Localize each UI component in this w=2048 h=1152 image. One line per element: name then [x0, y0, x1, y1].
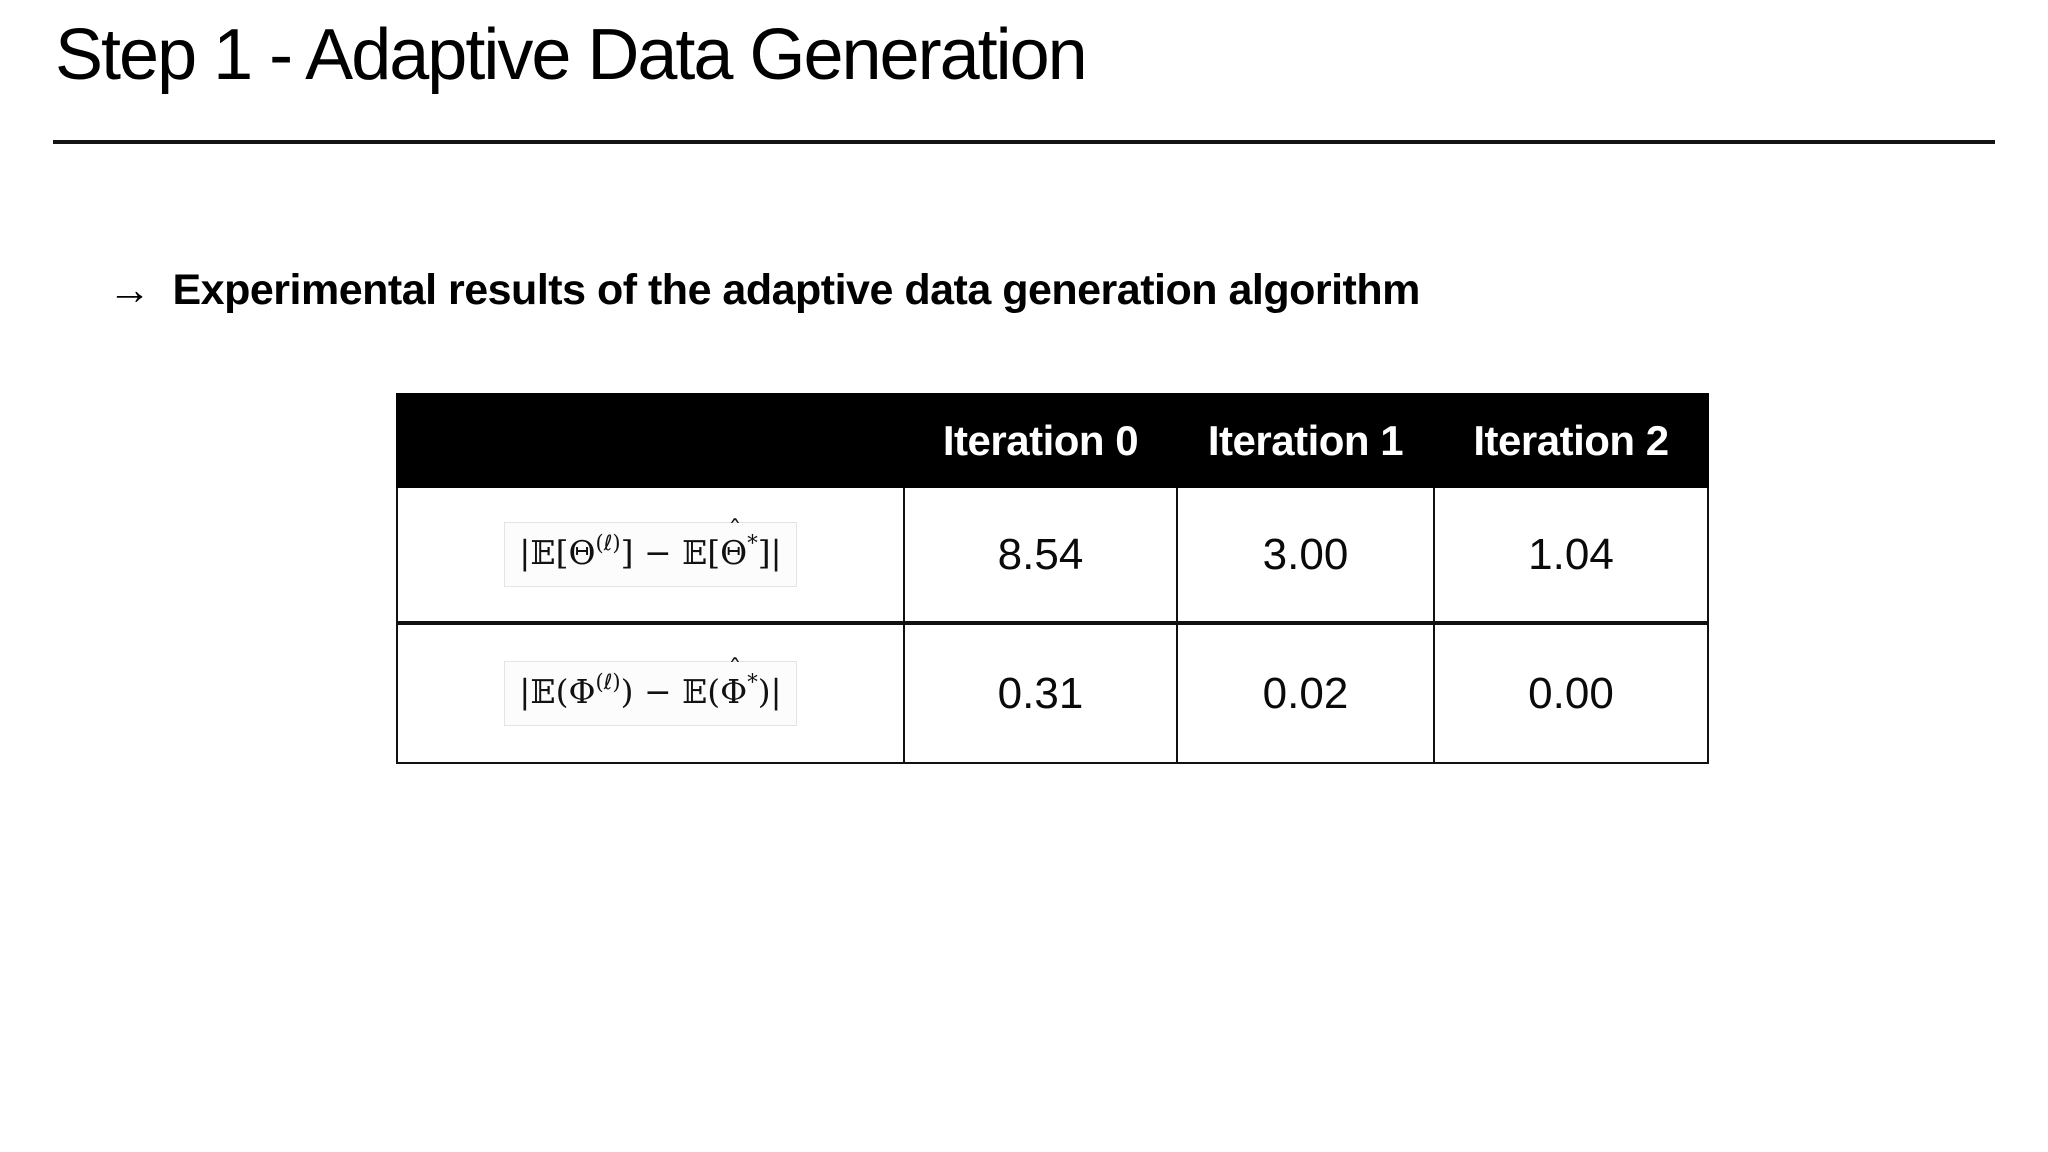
column-header-iteration-0: Iteration 0: [903, 393, 1178, 488]
formula-label-phi: |𝔼(Φ(ℓ)) − 𝔼(ˆ Φ*)|: [396, 621, 905, 764]
bullet-line: → Experimental results of the adaptive d…: [108, 266, 1420, 315]
formula-symbol-base: Φ: [720, 672, 748, 712]
formula-sup-star: *: [747, 670, 758, 695]
cell-phi-iteration-2: 0.00: [1433, 621, 1709, 764]
formula-mid: ) − 𝔼(: [620, 672, 721, 712]
column-header-empty: [396, 393, 905, 488]
formula-sup-star: *: [747, 531, 758, 556]
bullet-text: Experimental results of the adaptive dat…: [172, 266, 1421, 314]
hat-accent: ˆ: [728, 653, 742, 685]
column-header-iteration-2: Iteration 2: [1433, 393, 1709, 488]
formula-sup-iteration: (ℓ): [595, 670, 621, 695]
cell-theta-iteration-0: 8.54: [903, 486, 1178, 624]
cell-theta-iteration-2: 1.04: [1433, 486, 1709, 624]
formula-symbol-base: Θ: [720, 533, 748, 573]
cell-phi-iteration-0: 0.31: [903, 621, 1178, 764]
title-divider: [53, 140, 1995, 144]
formula-latex-box: |𝔼[Θ(ℓ)] − 𝔼[ˆ Θ*]|: [505, 517, 796, 586]
right-arrow-icon: →: [108, 266, 151, 314]
table-header-row: Iteration 0 Iteration 1 Iteration 2: [396, 393, 1709, 488]
formula-open: |𝔼[: [519, 533, 569, 573]
page-title: Step 1 - Adaptive Data Generation: [55, 15, 1088, 95]
cell-theta-iteration-1: 3.00: [1176, 486, 1435, 624]
table-row-phi: |𝔼(Φ(ℓ)) − 𝔼(ˆ Φ*)| 0.31 0.02 0.00: [396, 621, 1709, 764]
formula-phi-symbol: Φ: [568, 672, 596, 712]
formula-latex-box: |𝔼(Φ(ℓ)) − 𝔼(ˆ Φ*)|: [505, 656, 796, 725]
table-row-theta: |𝔼[Θ(ℓ)] − 𝔼[ˆ Θ*]| 8.54 3.00 1.04: [396, 486, 1709, 624]
hat-accent: ˆ: [728, 514, 742, 546]
formula-sup-iteration: (ℓ): [595, 531, 621, 556]
results-table: Iteration 0 Iteration 1 Iteration 2 |𝔼[Θ…: [396, 393, 1709, 764]
formula-close: ]|: [757, 533, 782, 573]
column-header-iteration-1: Iteration 1: [1176, 393, 1435, 488]
formula-mid: ] − 𝔼[: [620, 533, 721, 573]
cell-phi-iteration-1: 0.02: [1176, 621, 1435, 764]
formula-close: )|: [757, 672, 782, 712]
formula-theta-symbol: Θ: [568, 533, 596, 573]
formula-open: |𝔼(: [519, 672, 569, 712]
formula-label-theta: |𝔼[Θ(ℓ)] − 𝔼[ˆ Θ*]|: [396, 486, 905, 624]
results-table-container: Iteration 0 Iteration 1 Iteration 2 |𝔼[Θ…: [396, 393, 1709, 764]
